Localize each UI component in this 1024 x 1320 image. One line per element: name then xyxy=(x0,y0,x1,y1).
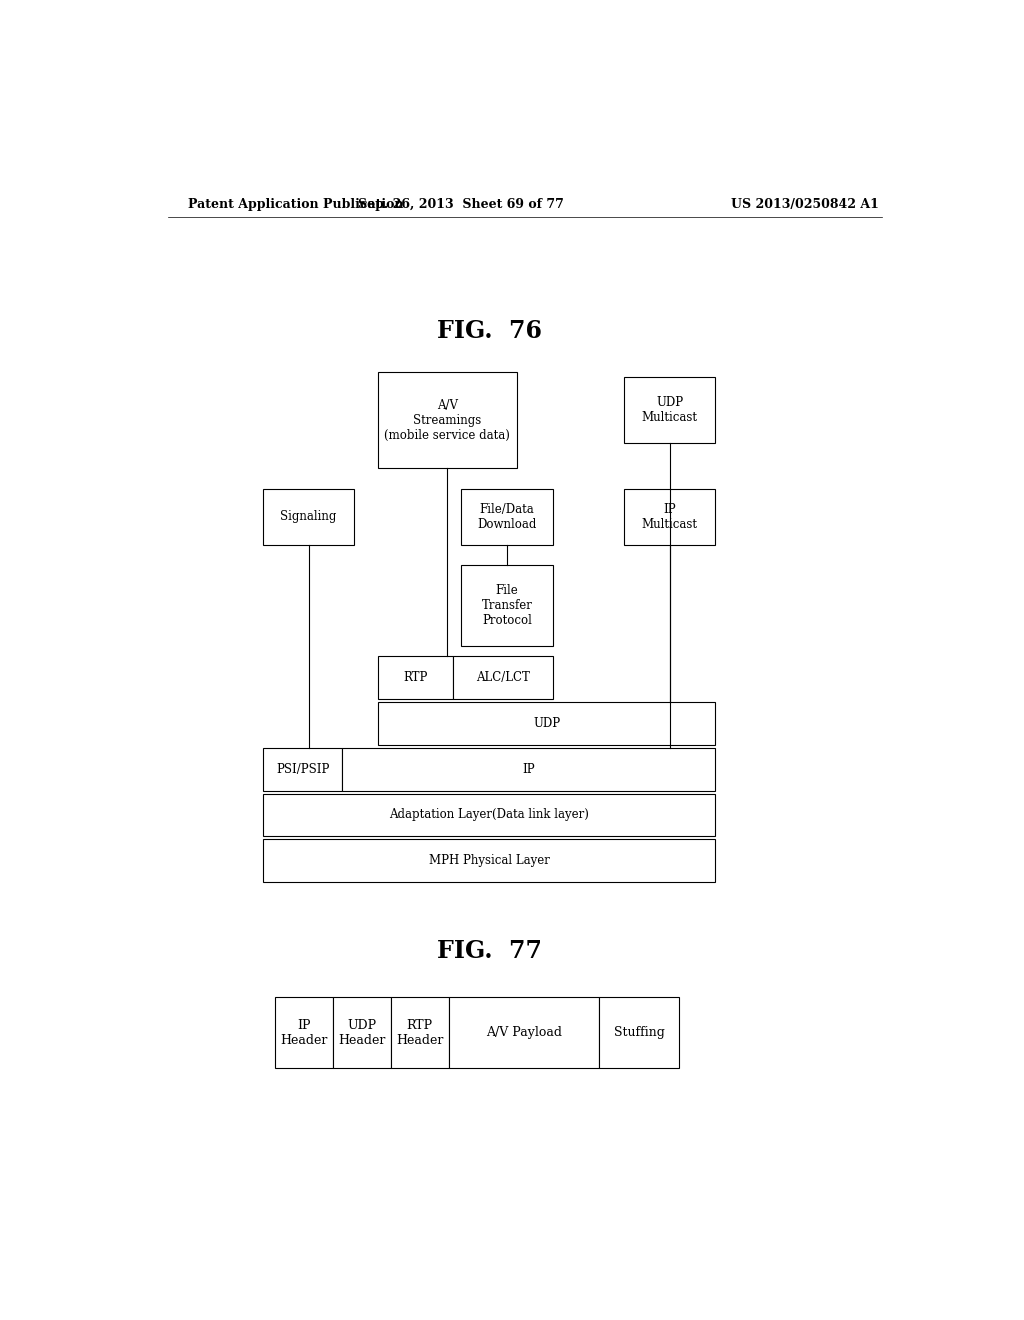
Text: Adaptation Layer(Data link layer): Adaptation Layer(Data link layer) xyxy=(389,808,589,821)
Text: PSI/PSIP: PSI/PSIP xyxy=(275,763,330,776)
Text: IP
Header: IP Header xyxy=(281,1019,328,1047)
Text: UDP
Header: UDP Header xyxy=(338,1019,385,1047)
Text: Stuffing: Stuffing xyxy=(613,1026,665,1039)
FancyBboxPatch shape xyxy=(263,840,715,882)
Text: Signaling: Signaling xyxy=(281,511,337,523)
Text: FIG.  77: FIG. 77 xyxy=(436,940,542,964)
Text: MPH Physical Layer: MPH Physical Layer xyxy=(429,854,550,867)
Text: RTP
Header: RTP Header xyxy=(396,1019,443,1047)
FancyBboxPatch shape xyxy=(333,997,391,1068)
Text: RTP: RTP xyxy=(403,672,428,684)
Text: A/V
Streamings
(mobile service data): A/V Streamings (mobile service data) xyxy=(384,399,510,442)
Text: IP: IP xyxy=(522,763,536,776)
FancyBboxPatch shape xyxy=(263,793,715,837)
FancyBboxPatch shape xyxy=(274,997,333,1068)
FancyBboxPatch shape xyxy=(378,656,454,700)
FancyBboxPatch shape xyxy=(461,488,553,545)
Text: File/Data
Download: File/Data Download xyxy=(477,503,537,531)
FancyBboxPatch shape xyxy=(454,656,553,700)
FancyBboxPatch shape xyxy=(624,378,715,444)
Text: FIG.  76: FIG. 76 xyxy=(436,319,542,343)
FancyBboxPatch shape xyxy=(263,488,354,545)
FancyBboxPatch shape xyxy=(391,997,449,1068)
Text: Patent Application Publication: Patent Application Publication xyxy=(187,198,403,211)
Text: US 2013/0250842 A1: US 2013/0250842 A1 xyxy=(731,198,879,211)
FancyBboxPatch shape xyxy=(449,997,599,1068)
Text: UDP: UDP xyxy=(534,717,560,730)
FancyBboxPatch shape xyxy=(378,702,715,744)
FancyBboxPatch shape xyxy=(624,488,715,545)
FancyBboxPatch shape xyxy=(342,748,715,791)
Text: Sep. 26, 2013  Sheet 69 of 77: Sep. 26, 2013 Sheet 69 of 77 xyxy=(358,198,564,211)
Text: UDP
Multicast: UDP Multicast xyxy=(642,396,697,424)
FancyBboxPatch shape xyxy=(461,565,553,647)
FancyBboxPatch shape xyxy=(263,748,342,791)
Text: A/V Payload: A/V Payload xyxy=(486,1026,562,1039)
FancyBboxPatch shape xyxy=(378,372,517,469)
Text: IP
Multicast: IP Multicast xyxy=(642,503,697,531)
FancyBboxPatch shape xyxy=(599,997,679,1068)
Text: File
Transfer
Protocol: File Transfer Protocol xyxy=(481,585,532,627)
Text: ALC/LCT: ALC/LCT xyxy=(476,672,529,684)
